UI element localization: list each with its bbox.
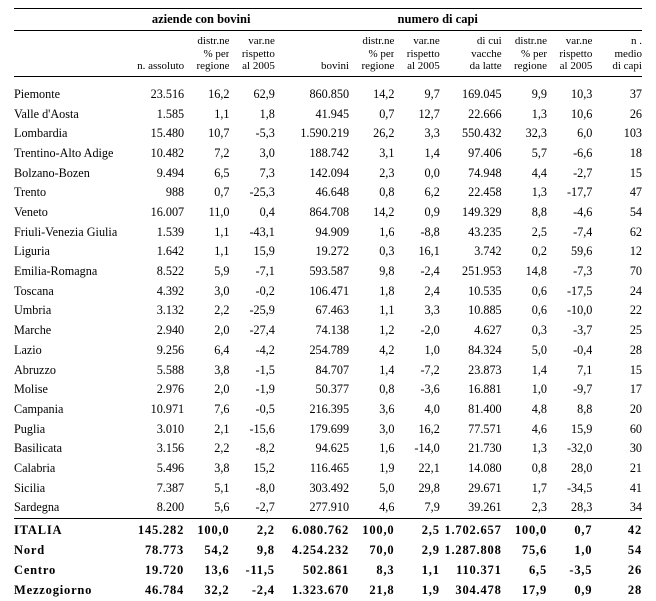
table-row: Veneto16.00711,00,4864.70814,20,9149.329… (14, 203, 642, 223)
table-row: Valle d'Aosta1.5851,11,841.9450,712,722.… (14, 105, 642, 125)
hdr-n-medio: n .mediodi capi (601, 31, 642, 77)
table-row: Piemonte23.51616,262,9860.85014,29,7169.… (14, 85, 642, 105)
hdr-var-1: var.nerispettoal 2005 (229, 31, 274, 77)
table-row: Trentino-Alto Adige10.4827,23,0188.7423,… (14, 144, 642, 164)
table-row: Campania10.9717,6-0,5216.3953,64,081.400… (14, 400, 642, 420)
table-total-row: Nord78.77354,29,84.254.23270,02,91.287.8… (14, 540, 642, 560)
group-header-aziende: aziende con bovini (127, 9, 274, 31)
column-headers: n. assoluto distr.ne% perregione var.ner… (14, 31, 642, 77)
table-total-row: Centro19.72013,6-11,5502.8618,31,1110.37… (14, 560, 642, 580)
table-row: Trento9880,7-25,346.6480,86,222.4581,3-1… (14, 183, 642, 203)
hdr-distr-2: distr.ne% perregione (349, 31, 394, 77)
table-row: Calabria5.4963,815,2116.4651,922,114.080… (14, 459, 642, 479)
table-totals: ITALIA145.282100,02,26.080.762100,02,51.… (14, 519, 642, 601)
table-row: Molise2.9762,0-1,950.3770,8-3,616.8811,0… (14, 380, 642, 400)
table-row: Lazio9.2566,4-4,2254.7894,21,084.3245,0-… (14, 341, 642, 361)
table-wrapper: aziende con bovini numero di capi n. ass… (0, 0, 656, 601)
table-total-row: ITALIA145.282100,02,26.080.762100,02,51.… (14, 519, 642, 541)
table-row: Umbria3.1322,2-25,967.4631,13,310.8850,6… (14, 301, 642, 321)
table-row: Bolzano-Bozen9.4946,57,3142.0942,30,074.… (14, 164, 642, 184)
hdr-n-assoluto: n. assoluto (127, 31, 184, 77)
hdr-var-2: var.nerispettoal 2005 (394, 31, 439, 77)
table-row: Sardegna8.2005,6-2,7277.9104,67,939.2612… (14, 498, 642, 518)
table-row: Liguria1.6421,115,919.2720,316,13.7420,2… (14, 242, 642, 262)
table-row: Lombardia15.48010,7-5,31.590.21926,23,35… (14, 124, 642, 144)
table-row: Sicilia7.3875,1-8,0303.4925,029,829.6711… (14, 479, 642, 499)
hdr-bovini: bovini (283, 31, 349, 77)
group-header-capi: numero di capi (283, 9, 592, 31)
table-row: Toscana4.3923,0-0,2106.4711,82,410.5350,… (14, 282, 642, 302)
table-body: Piemonte23.51616,262,9860.85014,29,7169.… (14, 85, 642, 519)
table-total-row: Mezzogiorno46.78432,2-2,41.323.67021,81,… (14, 580, 642, 600)
hdr-distr-3: distr.ne% perregione (502, 31, 547, 77)
table-row: Marche2.9402,0-27,474.1381,2-2,04.6270,3… (14, 321, 642, 341)
hdr-var-3: var.nerispettoal 2005 (547, 31, 592, 77)
table-row: Abruzzo5.5883,8-1,584.7071,4-7,223.8731,… (14, 361, 642, 381)
table-row: Emilia-Romagna8.5225,9-7,1593.5879,8-2,4… (14, 262, 642, 282)
data-table: aziende con bovini numero di capi n. ass… (14, 8, 642, 601)
table-row: Friuli-Venezia Giulia1.5391,1-43,194.909… (14, 223, 642, 243)
hdr-distr-1: distr.ne% perregione (184, 31, 229, 77)
hdr-vacche: di cuivaccheda latte (440, 31, 502, 77)
table-row: Puglia3.0102,1-15,6179.6993,016,277.5714… (14, 420, 642, 440)
table-row: Basilicata3.1562,2-8,294.6251,6-14,021.7… (14, 439, 642, 459)
